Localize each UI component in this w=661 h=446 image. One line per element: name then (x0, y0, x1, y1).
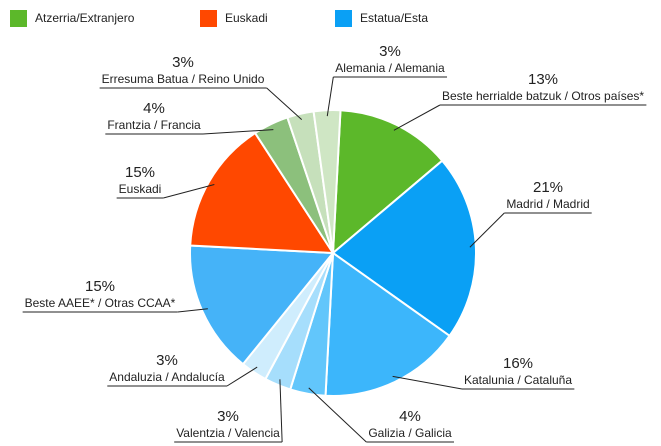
leader-line (202, 129, 274, 135)
legend-swatch (200, 10, 217, 27)
slice-label: Erresuma Batua / Reino Unido (102, 72, 265, 86)
leader-line (163, 184, 215, 199)
legend-swatch (335, 10, 352, 27)
leader-line (469, 212, 505, 248)
leader-line (177, 308, 208, 313)
legend-label: Euskadi (225, 11, 268, 25)
pie-slice (331, 109, 444, 256)
pie-slice (189, 131, 335, 255)
leader-line (279, 379, 283, 443)
slice-label: Valentzia / Valencia (176, 426, 280, 440)
legend-label: Atzerria/Extranjero (35, 11, 135, 25)
leader-line (226, 366, 258, 387)
slice-label: Galizia / Galicia (368, 426, 452, 440)
pie-slice (324, 251, 451, 397)
value-label: 15% (85, 278, 115, 295)
slice-label: Andaluzia / Andalucía (109, 370, 225, 384)
value-label: 3% (156, 352, 178, 369)
value-label: 21% (533, 179, 563, 196)
slice-label: Alemania / Alemania (335, 61, 445, 75)
value-label: 3% (172, 54, 194, 71)
slice-label: Madrid / Madrid (506, 197, 589, 211)
slice-label: Frantzia / Francia (107, 118, 201, 132)
value-label: 3% (379, 43, 401, 60)
leader-line (392, 375, 463, 390)
leader-line (266, 87, 303, 120)
pie-slice (312, 109, 342, 254)
legend-label: Estatua/Esta (360, 11, 428, 25)
slice-label: Katalunia / Cataluña (464, 373, 572, 387)
leader-line (393, 104, 441, 131)
value-label: 15% (125, 164, 155, 181)
leader-line (308, 387, 367, 443)
value-label: 3% (217, 408, 239, 425)
value-label: 4% (143, 100, 165, 117)
slice-label: Euskadi (119, 182, 162, 196)
legend-swatch (10, 10, 27, 27)
slice-label: Beste herrialde batzuk / Otros países* (442, 89, 644, 103)
leader-line (326, 76, 334, 117)
value-label: 16% (503, 355, 533, 372)
value-label: 4% (399, 408, 421, 425)
slice-label: Beste AAEE* / Otras CCAA* (25, 296, 176, 310)
pie-slice (189, 244, 336, 366)
value-label: 13% (528, 71, 558, 88)
pie-slice (331, 159, 477, 338)
